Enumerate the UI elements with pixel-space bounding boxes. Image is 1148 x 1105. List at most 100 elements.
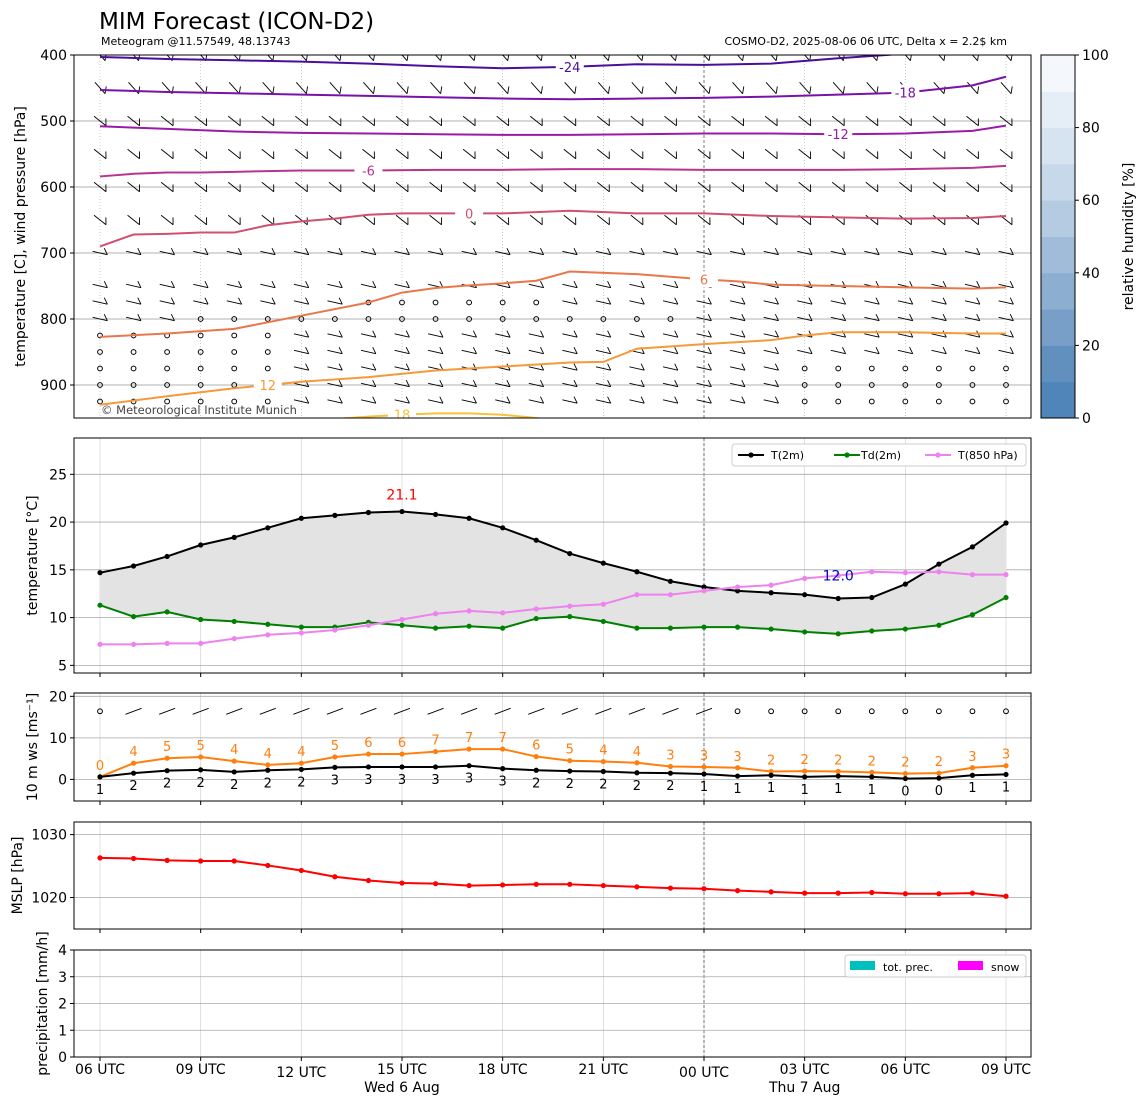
legend-marker bbox=[748, 452, 754, 458]
data-point-gust bbox=[399, 751, 405, 757]
wind-barb-flag bbox=[843, 184, 845, 192]
gust-value-label: 3 bbox=[968, 750, 976, 765]
wind-barb bbox=[595, 382, 611, 388]
wind-barb bbox=[561, 707, 578, 715]
wind-barb-flag bbox=[170, 247, 175, 255]
isotherm-label: -24 bbox=[559, 61, 580, 76]
wind-barb-flag bbox=[641, 55, 644, 61]
wind-barb-flag bbox=[709, 217, 711, 225]
gust-value-label: 2 bbox=[868, 754, 876, 769]
wind-barb-flag bbox=[338, 379, 343, 387]
wind-barb-flag bbox=[239, 184, 241, 192]
wind-barb bbox=[732, 82, 743, 94]
wind-barb bbox=[662, 250, 678, 256]
mslp-ylabel: MSLP [hPa] bbox=[10, 837, 26, 915]
precipitation-ytick-label: 0 bbox=[58, 1050, 67, 1066]
wind-barb bbox=[964, 283, 980, 289]
data-point-T(850 hPa) bbox=[432, 611, 439, 617]
time-tick-label: 00 UTC bbox=[679, 1065, 729, 1081]
data-point-mean bbox=[1003, 771, 1009, 778]
wind-barb-flag bbox=[809, 55, 812, 61]
wind-barb-flag bbox=[305, 330, 310, 338]
data-point-mslp bbox=[399, 880, 405, 886]
wind-barb-flag bbox=[707, 396, 712, 404]
wind-barb bbox=[396, 55, 408, 61]
wind-barb bbox=[495, 399, 511, 404]
wind-barb-flag bbox=[707, 313, 712, 321]
wind-barb-flag bbox=[843, 118, 845, 126]
wind-barb bbox=[662, 333, 678, 338]
gust-value-label: 2 bbox=[801, 753, 809, 768]
colorbar-tick-label: 80 bbox=[1082, 121, 1100, 137]
wind-barb bbox=[763, 300, 779, 305]
wind-barb bbox=[630, 214, 644, 226]
calm-wind-marker bbox=[197, 382, 204, 388]
data-point-T(850 hPa) bbox=[969, 572, 976, 578]
data-point-gust bbox=[600, 758, 606, 765]
wind-barb-flag bbox=[774, 346, 779, 354]
data-point-T(850 hPa) bbox=[936, 569, 942, 575]
wind-barb bbox=[528, 349, 544, 355]
data-point-mean bbox=[332, 764, 338, 770]
calm-wind-marker bbox=[835, 382, 842, 388]
series-line-gust bbox=[99, 748, 1007, 778]
data-point-T(2m) bbox=[969, 544, 976, 550]
data-point-mean bbox=[600, 768, 606, 775]
calm-wind-marker bbox=[164, 349, 171, 355]
precipitation-ytick-label: 3 bbox=[58, 970, 67, 986]
mean-wind-value-label: 1 bbox=[834, 782, 842, 797]
wind-barb bbox=[461, 399, 477, 404]
wind-barb-flag bbox=[440, 55, 443, 61]
data-point-mslp bbox=[969, 890, 976, 896]
wind-barb bbox=[797, 250, 813, 256]
wind-barb bbox=[629, 333, 645, 338]
wind-barb bbox=[160, 214, 174, 226]
calm-wind-marker bbox=[835, 708, 842, 715]
time-tick-label: 06 UTC bbox=[75, 1062, 125, 1078]
wind-barb-flag bbox=[810, 151, 812, 159]
wind-barb-flag bbox=[105, 151, 107, 159]
wind-barb-flag bbox=[103, 247, 108, 255]
wind-barb bbox=[967, 82, 978, 94]
wind-barb bbox=[193, 300, 209, 305]
wind-barb-flag bbox=[909, 297, 914, 305]
wind-barb-flag bbox=[506, 396, 511, 404]
wind-barb bbox=[731, 148, 744, 160]
colorbar-bin bbox=[1041, 200, 1075, 237]
wind-barb-flag bbox=[707, 379, 712, 387]
wind-barb bbox=[562, 283, 578, 289]
wind-barb bbox=[496, 214, 509, 226]
isotherm-label-bg bbox=[388, 406, 416, 418]
wind-barb-flag bbox=[774, 363, 779, 371]
wind-barb-flag bbox=[642, 151, 644, 159]
data-point-T(850 hPa) bbox=[869, 569, 875, 575]
data-point-gust bbox=[365, 751, 372, 757]
calm-wind-marker bbox=[432, 299, 439, 306]
wind-barb bbox=[830, 349, 846, 355]
wind-barb-flag bbox=[843, 151, 845, 159]
data-point-mean bbox=[432, 764, 439, 770]
wind-barb bbox=[326, 707, 344, 715]
wind-barb bbox=[1000, 55, 1012, 61]
wind-barb bbox=[460, 707, 478, 715]
mean-wind-value-label: 0 bbox=[935, 784, 943, 799]
wind-barb bbox=[92, 316, 108, 322]
wind-barb bbox=[126, 300, 142, 305]
time-tick-label: 21 UTC bbox=[578, 1062, 628, 1078]
wind-barb bbox=[193, 283, 209, 289]
data-point-T(2m) bbox=[768, 590, 774, 596]
wind-barb-flag bbox=[776, 184, 778, 192]
data-point-T(2m) bbox=[1003, 520, 1009, 526]
data-point-T(2m) bbox=[835, 595, 841, 602]
wind-barb bbox=[293, 250, 309, 256]
data-point-T(850 hPa) bbox=[198, 640, 204, 646]
precipitation-ytick-label: 1 bbox=[58, 1023, 67, 1039]
wind-barb-flag bbox=[875, 313, 880, 321]
calm-wind-marker bbox=[969, 365, 976, 372]
wind-barb bbox=[562, 382, 578, 388]
wind-barb bbox=[428, 250, 444, 256]
wind-barb-flag bbox=[340, 118, 342, 126]
wind-barb bbox=[662, 283, 678, 289]
wind-barb-flag bbox=[976, 280, 981, 288]
legend-box bbox=[844, 954, 1027, 978]
